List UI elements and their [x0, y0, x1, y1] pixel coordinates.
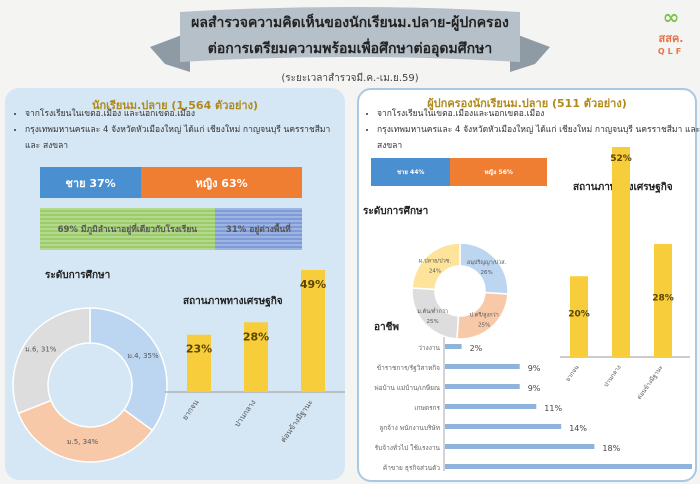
bullet: จากโรงเรียนในเขตอ.เมืองและนอกเขตอ.เมือง [377, 106, 700, 122]
bar-segment: 31% อยู่ต่างพื้นที่ [214, 208, 302, 250]
category-label: ปานกลาง [232, 398, 257, 429]
category-label: ข้าราชการ/รัฐวิสาหกิจ [377, 364, 440, 372]
slice-label: ม.ปลาย/ปวช. [419, 257, 452, 264]
bar-label: 49% [300, 278, 326, 291]
bar-label: 11% [544, 404, 562, 413]
slice-label: ม.5, 34% [67, 438, 99, 446]
category-label: ค้าขาย ธุรกิจส่วนตัว [383, 464, 440, 472]
bar [244, 322, 268, 392]
bar-label: 28% [243, 330, 269, 343]
students-panel [5, 88, 345, 480]
category-label: รับจ้างทั่วไป ใช้แรงงาน [375, 443, 441, 452]
slice-pct: 24% [429, 268, 441, 274]
title-line2: ต่อการเตรียมความพร้อมเพื่อศึกษาต่ออุดมศึ… [207, 41, 493, 57]
bar-label: 52% [610, 154, 632, 164]
category-label: ยากจน [180, 398, 200, 422]
header-ribbon [150, 7, 550, 72]
donut-slice [12, 307, 91, 415]
bar [301, 270, 325, 392]
bar-label: 23% [186, 343, 212, 356]
category-label: เกษตรกร [414, 404, 440, 412]
butterfly-icon: ∞ [662, 5, 680, 29]
student-education-title: ระดับการศึกษา [45, 270, 111, 281]
parent-gender-bar: ชาย 44% หญิง 56% [371, 158, 547, 186]
student-economic-title: สถานภาพทางเศรษฐกิจ [183, 296, 283, 307]
bar [445, 444, 595, 449]
slice-label: อนุปริญญา/ปวส. [467, 259, 507, 266]
slice-label: ป.ตรี/สูงกว่า [470, 311, 499, 318]
bar [445, 464, 692, 469]
bar-segment: หญิง 63% [141, 167, 302, 198]
slice-pct: 25% [478, 322, 490, 328]
bar-label: 28% [652, 293, 674, 303]
parent-education-title: ระดับการศึกษา [363, 206, 429, 217]
student-education-chart: ม.4, 35% ม.5, 34% ม.6, 31% [12, 307, 168, 463]
bar [654, 243, 672, 357]
student-economic-chart: 23% ยากจน 28% ปานกลาง 49% ค่อนข้างมีฐานะ [165, 270, 345, 444]
bar-label: 20% [568, 310, 590, 320]
donut-slice [89, 307, 168, 432]
bar-label: 14% [569, 424, 587, 433]
bullet: จากโรงเรียนในเขตอ.เมือง และนอกเขตอ.เมือง [25, 106, 345, 122]
bar-segment: 69% มีภูมิลำเนาอยู่ที่เดียวกับโรงเรียน [40, 208, 215, 250]
bar [612, 147, 630, 357]
bullet: กรุงเทพมหานครและ 4 จังหวัดหัวเมืองใหญ่ ไ… [25, 122, 345, 154]
category-label: ว่างงาน [418, 344, 440, 352]
parent-occupation-chart: ว่างงาน 2% ข้าราชการ/รัฐวิสาหกิจ 9% พ่อบ้าน … [374, 337, 692, 472]
slice-label: ม.ต้น/ต่ำกว่า [417, 307, 448, 315]
parents-title: ผู้ปกครองนักเรียนม.ปลาย (511 ตัวอย่าง) [427, 97, 627, 110]
slice-pct: 26% [480, 270, 492, 276]
parent-education-chart: อนุปริญญา/ปวส. 26% ป.ตรี/สูงกว่า 25% ม.ต้น/ต… [411, 242, 509, 340]
bar-label: 18% [602, 444, 620, 453]
donut-slice [459, 242, 509, 295]
bar [445, 384, 520, 389]
bar [570, 276, 588, 357]
student-domicile-bar: 69% มีภูมิลำเนาอยู่ที่เดียวกับโรงเรียน 31… [40, 208, 302, 250]
bar-label: 9% [528, 364, 541, 373]
slice-label: ม.6, 31% [25, 346, 57, 354]
slice-label: ม.4, 35% [127, 352, 159, 360]
bar [445, 424, 562, 429]
bar [445, 404, 537, 409]
bar-segment: หญิง 56% [450, 158, 547, 186]
bar-label: 9% [528, 384, 541, 393]
bar [445, 344, 462, 349]
parent-occupation-title: อาชีพ [374, 322, 399, 333]
bar-segment: ชาย 37% [40, 167, 142, 198]
category-label: พ่อบ้าน แม่บ้าน/เกษียณ [374, 384, 440, 392]
bar [187, 334, 211, 392]
category-label: ลูกจ้าง พนักงานบริษัท [379, 424, 440, 432]
student-gender-bar: ชาย 37% หญิง 63% [40, 167, 302, 198]
bar [445, 364, 520, 369]
survey-period: (ระยะเวลาสำรวจมี.ค.-เม.ย.59) [281, 73, 419, 84]
logo: ∞ สสค. QLF [648, 5, 694, 56]
title-line1: ผลสำรวจความคิดเห็นของนักเรียนม.ปลาย-ผู้ป… [191, 15, 509, 31]
donut-slice [17, 399, 154, 463]
bar-label: 2% [470, 344, 483, 353]
category-label: ค่อนข้างมีฐานะ [279, 398, 315, 444]
bullet: กรุงเทพมหานครและ 4 จังหวัดหัวเมืองใหญ่ ไ… [377, 122, 700, 154]
slice-pct: 25% [427, 319, 439, 325]
students-title: นักเรียนม.ปลาย (1,564 ตัวอย่าง) [91, 99, 258, 112]
bar-segment: ชาย 44% [371, 158, 451, 186]
donut-slice [411, 242, 461, 291]
